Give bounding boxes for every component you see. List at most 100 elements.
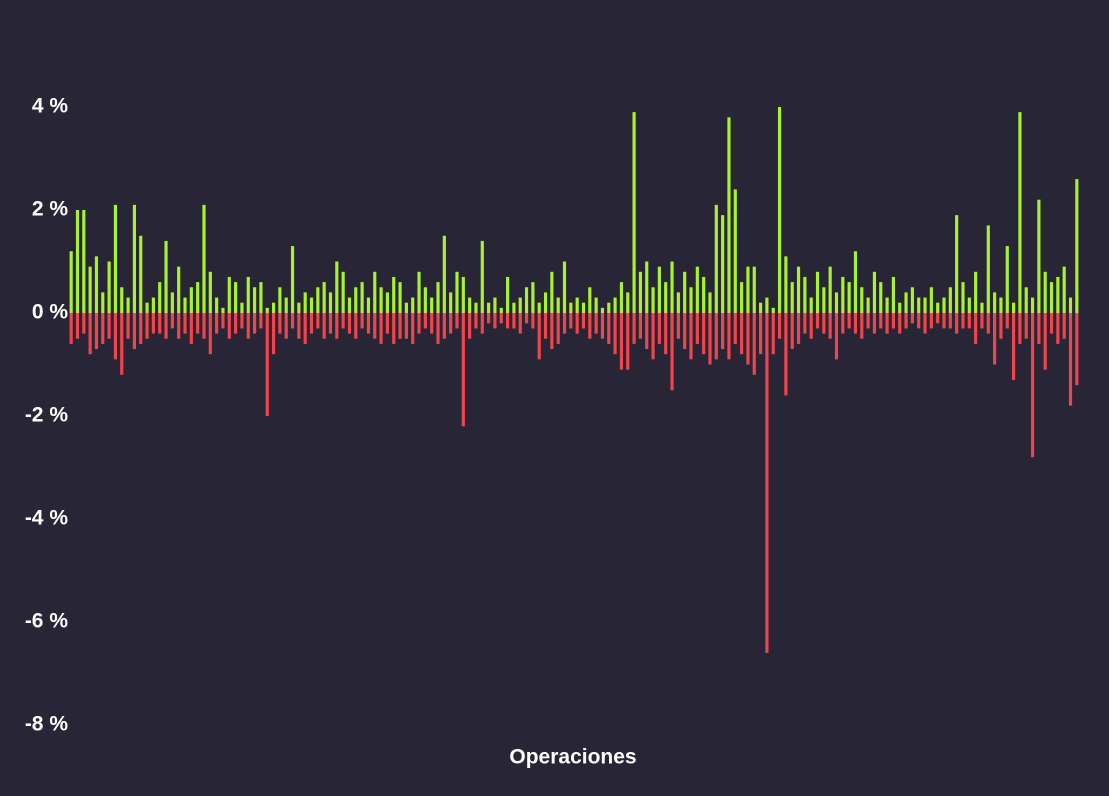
bar	[82, 210, 86, 313]
bar	[740, 282, 744, 313]
bar	[373, 313, 377, 339]
bar	[101, 313, 105, 344]
bar	[670, 261, 674, 313]
bar	[676, 292, 680, 313]
bar	[588, 313, 592, 339]
bar	[632, 112, 636, 314]
bar	[240, 302, 244, 313]
bar	[1024, 313, 1028, 339]
bar	[569, 302, 573, 313]
bar	[113, 204, 118, 313]
bar	[524, 313, 529, 324]
bar	[404, 313, 408, 339]
bar	[809, 297, 813, 313]
bar	[164, 313, 168, 339]
bar	[803, 276, 807, 313]
bar	[246, 313, 250, 339]
bar	[506, 276, 510, 313]
bar	[853, 251, 858, 313]
y-tick-label: -8 %	[25, 713, 69, 736]
bar	[904, 292, 908, 313]
bar	[1037, 313, 1041, 344]
bar	[253, 287, 257, 313]
bar	[866, 313, 870, 329]
bar	[929, 313, 933, 329]
bar	[227, 276, 231, 313]
bar	[841, 313, 845, 334]
bar	[480, 313, 484, 334]
bar	[651, 287, 655, 313]
bar	[841, 276, 845, 313]
bar	[215, 297, 219, 313]
bar	[94, 313, 99, 350]
bar	[436, 282, 440, 313]
bar	[82, 313, 86, 334]
bar	[569, 313, 573, 329]
bar	[284, 297, 288, 313]
bar	[581, 302, 586, 313]
bar	[202, 313, 206, 339]
bar	[740, 313, 744, 355]
bar	[759, 302, 763, 313]
bar	[461, 313, 465, 427]
bar	[607, 313, 611, 344]
bar	[120, 287, 124, 313]
bar	[721, 313, 725, 350]
bar	[626, 313, 630, 370]
bar	[126, 297, 130, 313]
bar	[379, 287, 383, 313]
bar	[683, 313, 687, 350]
bar	[455, 313, 459, 329]
bar	[202, 204, 206, 313]
bar	[423, 313, 427, 329]
bar	[1068, 313, 1073, 406]
bar	[771, 313, 775, 355]
bar	[847, 282, 851, 313]
bar	[278, 313, 282, 334]
bar	[537, 302, 541, 313]
bar	[815, 271, 820, 313]
bar	[259, 313, 263, 329]
bar	[727, 313, 731, 360]
bar	[341, 271, 345, 313]
bar	[411, 297, 415, 313]
y-tick-label: 0 %	[32, 301, 69, 324]
bar	[392, 313, 396, 344]
bar	[480, 240, 484, 313]
bar	[234, 282, 238, 313]
bar	[702, 276, 706, 313]
bar	[75, 210, 80, 313]
bar	[790, 313, 794, 350]
bar	[891, 313, 895, 329]
bar	[588, 287, 592, 313]
bar	[297, 313, 301, 339]
bar	[151, 313, 155, 334]
bar	[708, 292, 712, 313]
bar	[594, 313, 598, 334]
bar	[531, 282, 535, 313]
bar	[562, 261, 567, 313]
bar	[967, 297, 971, 313]
bar	[1068, 297, 1073, 313]
bar	[170, 313, 174, 329]
bar	[759, 313, 763, 355]
bar	[398, 282, 402, 313]
bar	[765, 313, 769, 653]
bar	[246, 276, 250, 313]
bar	[619, 313, 624, 370]
bar	[126, 313, 130, 339]
bar	[240, 313, 244, 329]
bar	[702, 313, 706, 355]
bar	[1024, 287, 1028, 313]
bar	[1043, 271, 1047, 313]
bar	[189, 287, 193, 313]
bar	[487, 313, 491, 324]
bar	[442, 313, 446, 339]
bar	[910, 287, 914, 313]
bar	[600, 313, 605, 339]
bar	[872, 271, 877, 313]
bar	[309, 297, 314, 313]
bar	[430, 297, 434, 313]
